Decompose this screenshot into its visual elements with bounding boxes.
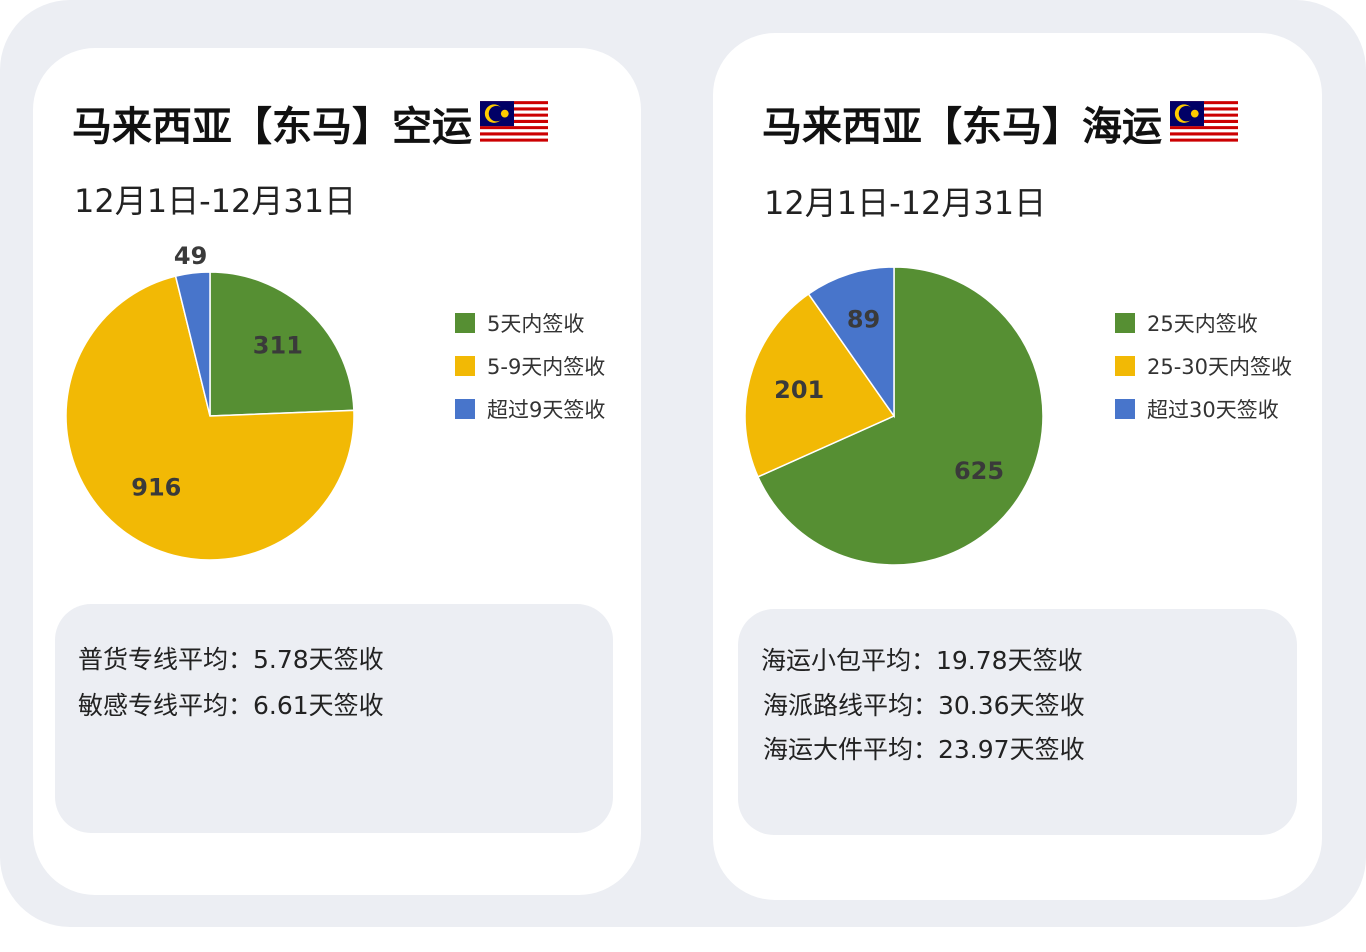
air-stat-general: 普货专线平均：5.78天签收 <box>78 645 384 674</box>
sea-title-text: 马来西亚【东马】海运 <box>762 104 1162 150</box>
legend-swatch <box>1115 398 1135 419</box>
pie-slice <box>65 275 355 561</box>
legend-item: 超过9天签收 <box>455 387 605 430</box>
legend-swatch <box>455 312 475 333</box>
pie-slice <box>744 292 896 478</box>
legend-item: 5-9天内签收 <box>455 344 605 387</box>
legend-item: 25-30天内签收 <box>1115 344 1292 387</box>
pie-slice <box>756 266 1044 566</box>
air-stats-box <box>55 604 613 833</box>
data-label: 49 <box>174 242 207 270</box>
legend-swatch <box>455 355 475 376</box>
sea-stat-bulky: 海运大件平均：23.97天签收 <box>763 735 1085 764</box>
legend-label: 超过30天签收 <box>1147 397 1279 422</box>
air-date-range: 12月1日-12月31日 <box>74 182 357 220</box>
malaysia-flag-icon <box>1170 101 1238 145</box>
data-label: 89 <box>847 305 880 333</box>
air-stat-sensitive: 敏感专线平均：6.61天签收 <box>78 691 384 720</box>
legend-item: 超过30天签收 <box>1115 387 1292 430</box>
pie-slice <box>209 271 355 417</box>
air-title: 马来西亚【东马】空运 <box>72 94 548 152</box>
legend-label: 5-9天内签收 <box>487 354 606 379</box>
legend-label: 5天内签收 <box>487 311 585 336</box>
data-label: 916 <box>131 473 181 501</box>
sea-date-range: 12月1日-12月31日 <box>764 184 1047 222</box>
legend-item: 25天内签收 <box>1115 301 1292 344</box>
legend-label: 25-30天内签收 <box>1147 354 1293 379</box>
legend-label: 超过9天签收 <box>487 397 606 422</box>
data-label: 201 <box>774 376 824 404</box>
pie-slice <box>807 266 895 419</box>
pie-slice <box>174 271 211 417</box>
legend-label: 25天内签收 <box>1147 311 1258 336</box>
legend-item: 5天内签收 <box>455 301 605 344</box>
malaysia-flag-icon <box>480 101 548 145</box>
data-label: 311 <box>253 331 303 359</box>
legend-swatch <box>455 398 475 419</box>
air-legend: 5天内签收 5-9天内签收 超过9天签收 <box>455 301 605 430</box>
sea-legend: 25天内签收 25-30天内签收 超过30天签收 <box>1115 301 1292 430</box>
legend-swatch <box>1115 355 1135 376</box>
data-label: 625 <box>954 457 1004 485</box>
sea-stat-small-parcel: 海运小包平均：19.78天签收 <box>761 646 1083 675</box>
sea-stat-sea-delivery: 海派路线平均：30.36天签收 <box>763 691 1085 720</box>
legend-swatch <box>1115 312 1135 333</box>
sea-title: 马来西亚【东马】海运 <box>762 94 1238 152</box>
sea-stats-box <box>738 609 1297 835</box>
air-title-text: 马来西亚【东马】空运 <box>72 104 472 150</box>
